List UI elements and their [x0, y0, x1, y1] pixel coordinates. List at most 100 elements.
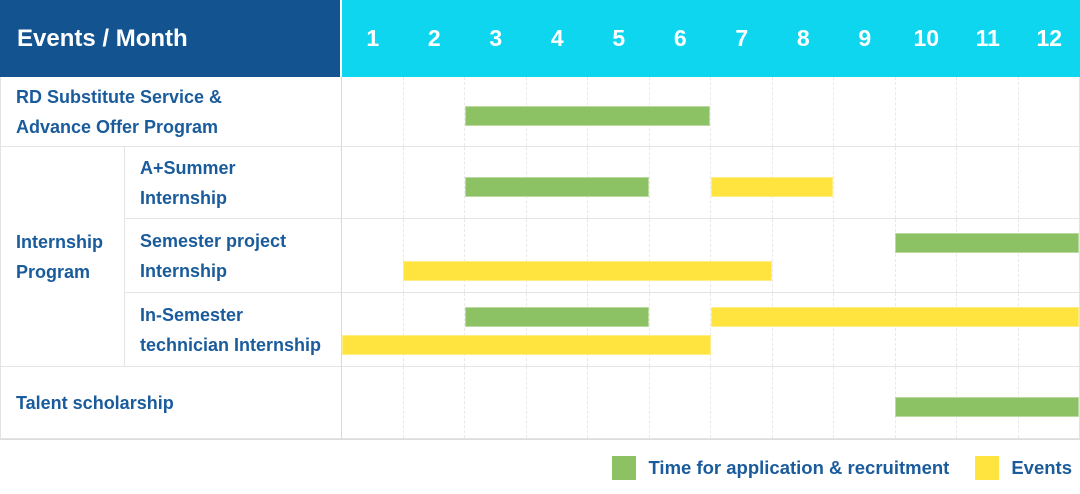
grid-cell	[896, 77, 957, 146]
grid-cell	[527, 293, 588, 366]
grid-cell	[773, 147, 834, 218]
table-row: Talent scholarship	[1, 367, 1079, 439]
grid-cell	[650, 77, 711, 146]
group-cell-spacer	[1, 293, 124, 367]
row-label: RD Substitute Service & Advance Offer Pro…	[1, 77, 341, 147]
grid-cell	[465, 219, 527, 292]
grid-cell	[342, 293, 404, 366]
grid-cell	[834, 367, 896, 438]
grid-cell	[404, 367, 465, 438]
gantt-bar-recruitment	[464, 106, 711, 126]
row-label: In-Semester technician Internship	[124, 293, 341, 367]
legend: Time for application & recruitment Events	[612, 456, 1072, 480]
grid-cell	[1019, 77, 1080, 146]
grid-cell	[527, 219, 588, 292]
grid-cell	[588, 219, 650, 292]
row-chart-area	[341, 293, 1079, 367]
legend-item-event: Events	[975, 456, 1072, 480]
grid-cell	[1019, 147, 1080, 218]
row-chart-area	[341, 367, 1079, 439]
table-row: RD Substitute Service & Advance Offer Pro…	[1, 77, 1079, 147]
grid-cell	[773, 77, 834, 146]
gantt-bar-event	[342, 335, 711, 355]
grid-cell	[896, 293, 957, 366]
grid-cell	[588, 293, 650, 366]
table-row: In-Semester technician Internship	[1, 293, 1079, 367]
grid-cell	[773, 367, 834, 438]
grid-cell	[342, 147, 404, 218]
gantt-bar-event	[403, 261, 772, 281]
month-label: 10	[913, 25, 940, 51]
grid-cell	[957, 293, 1019, 366]
grid-cell	[342, 367, 404, 438]
legend-item-recruitment: Time for application & recruitment	[612, 456, 949, 480]
month-label: 11	[975, 25, 1000, 51]
row-label: Semester project Internship	[124, 219, 341, 293]
month-label: 1	[366, 25, 380, 51]
grid-cell	[773, 293, 834, 366]
month-label: 3	[489, 25, 503, 51]
gantt-bar-event	[710, 177, 834, 197]
grid-cell	[834, 77, 896, 146]
gantt-bar-event	[710, 307, 1079, 327]
corner-header-label: Events / Month	[17, 24, 188, 52]
group-label: Internship Program	[16, 232, 104, 282]
grid-cell	[404, 77, 465, 146]
month-label: 9	[858, 25, 872, 51]
month-label: 4	[550, 25, 564, 51]
row-label: A+Summer Internship	[124, 147, 341, 219]
header-row: Events / Month 1 2 3 4 5 6 7 8 9 10 11 12	[0, 0, 1080, 77]
row-chart-area	[341, 219, 1079, 293]
grid-cell	[896, 147, 957, 218]
corner-header: Events / Month	[0, 0, 342, 77]
month-label: 12	[1036, 25, 1063, 51]
grid-cell	[896, 219, 957, 292]
grid-cell	[711, 293, 773, 366]
grid-cell	[465, 293, 527, 366]
grid-cell	[465, 367, 527, 438]
month-label: 2	[427, 25, 441, 51]
legend-swatch-event	[975, 456, 1000, 480]
gantt-bar-recruitment	[894, 233, 1079, 253]
grid-cell	[588, 367, 650, 438]
grid-cell	[527, 367, 588, 438]
grid-cell	[834, 219, 896, 292]
grid-cell	[404, 147, 465, 218]
grid-cell	[773, 219, 834, 292]
gantt-bar-recruitment	[894, 397, 1079, 417]
grid-cell	[342, 77, 404, 146]
grid-cell	[404, 293, 465, 366]
table-row: A+Summer Internship	[1, 147, 1079, 219]
month-label: 7	[735, 25, 749, 51]
row-chart-area	[341, 77, 1079, 147]
month-label: 6	[673, 25, 687, 51]
row-chart-area	[341, 147, 1079, 219]
grid-cell	[834, 147, 896, 218]
grid-cell	[650, 367, 711, 438]
gantt-bar-recruitment	[464, 307, 650, 327]
gantt-bar-recruitment	[464, 177, 650, 197]
month-header-row: 1 2 3 4 5 6 7 8 9 10 11 12	[342, 0, 1080, 77]
grid-cell	[711, 367, 773, 438]
grid-cell	[404, 219, 465, 292]
grid-cell	[957, 77, 1019, 146]
legend-label: Time for application & recruitment	[648, 457, 950, 478]
table-body: RD Substitute Service & Advance Offer Pro…	[0, 77, 1080, 440]
month-label: 8	[796, 25, 810, 51]
grid-cell	[1019, 219, 1080, 292]
grid-cell	[957, 147, 1019, 218]
legend-swatch-recruitment	[612, 456, 637, 480]
grid-cell	[711, 77, 773, 146]
legend-label: Events	[1011, 457, 1072, 478]
table-row: Semester project Internship	[1, 219, 1079, 293]
grid-cell	[650, 219, 711, 292]
grid-cell	[650, 293, 711, 366]
grid-cell	[711, 219, 773, 292]
grid-cell	[1019, 293, 1080, 366]
grid-cell	[342, 219, 404, 292]
row-label: Talent scholarship	[1, 367, 341, 439]
grid-cell	[957, 219, 1019, 292]
grid-cell	[650, 147, 711, 218]
month-label: 5	[612, 25, 626, 51]
